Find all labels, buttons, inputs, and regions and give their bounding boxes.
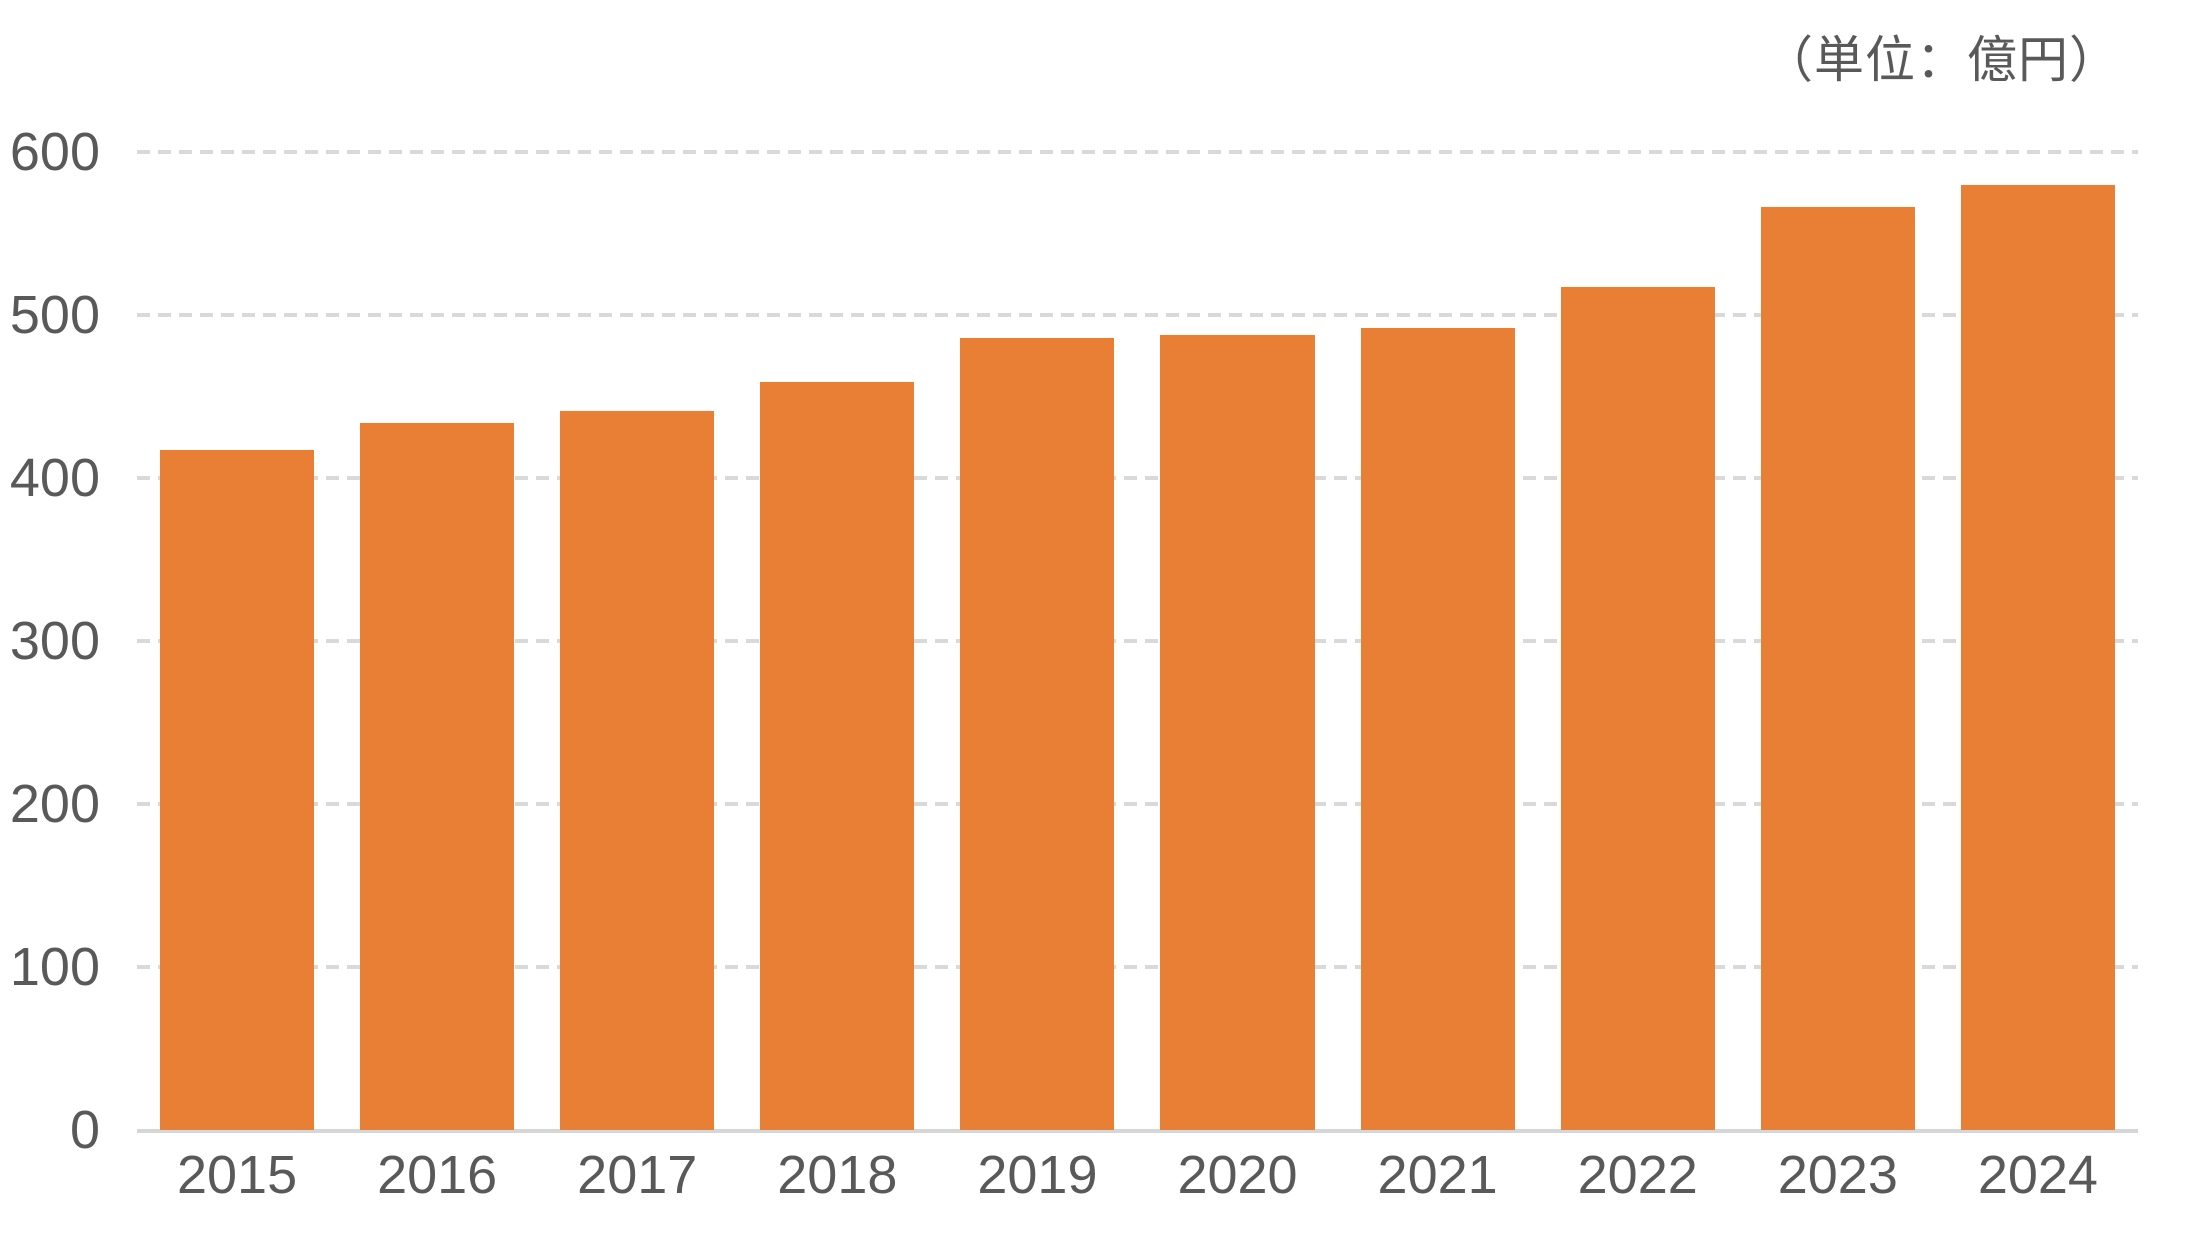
x-axis-label-2017: 2017 <box>577 1145 698 1205</box>
y-axis-label-600: 600 <box>9 122 100 182</box>
plot-area <box>137 150 2138 1133</box>
bar-2017 <box>560 411 715 1130</box>
gridline-100 <box>137 965 2138 970</box>
bar-slot-2019 <box>937 152 1137 1130</box>
unit-label: （単位：億円） <box>1763 32 2120 88</box>
y-axis-label-300: 300 <box>9 611 100 671</box>
bar-slot-2017 <box>537 152 737 1130</box>
bar-2020 <box>1160 334 1315 1130</box>
bar-slot-2020 <box>1137 152 1337 1130</box>
bar-slot-2023 <box>1738 152 1938 1130</box>
x-axis-label-2024: 2024 <box>1977 1145 2098 1205</box>
bar-2021 <box>1360 328 1515 1130</box>
bar-2023 <box>1760 207 1915 1130</box>
gridline-600 <box>137 150 2138 154</box>
x-axis-labels: 2015 2016 2017 2018 2019 2020 2021 2022 2023 2024 <box>137 1148 2138 1202</box>
bar-slot-2015 <box>137 152 337 1130</box>
gridline-400 <box>137 476 2138 481</box>
bars <box>137 152 2138 1130</box>
x-axis-label-2020: 2020 <box>1177 1145 1298 1205</box>
x-axis-label-2023: 2023 <box>1777 1145 1898 1205</box>
bar-2016 <box>360 422 515 1130</box>
bar-2022 <box>1560 287 1715 1130</box>
x-axis-line <box>137 1129 2138 1133</box>
x-axis-label-2022: 2022 <box>1577 1145 1698 1205</box>
y-axis-label-400: 400 <box>9 448 100 509</box>
x-axis-label-2021: 2021 <box>1377 1145 1498 1205</box>
x-axis-label-2016: 2016 <box>377 1145 498 1205</box>
gridline-300 <box>137 639 2138 643</box>
x-axis-label-2019: 2019 <box>977 1145 1098 1205</box>
gridline-200 <box>137 802 2138 807</box>
bar-2024 <box>1960 184 2115 1130</box>
y-axis-label-0: 0 <box>69 1100 100 1160</box>
bar-slot-2024 <box>1938 152 2138 1130</box>
bar-slot-2021 <box>1338 152 1538 1130</box>
gridline-500 <box>137 313 2138 317</box>
bar-2015 <box>160 450 315 1130</box>
x-axis-label-2018: 2018 <box>777 1145 898 1205</box>
y-axis-label-500: 500 <box>9 285 100 345</box>
y-axis-labels: 0 100 200 300 400 500 600 <box>0 125 100 1157</box>
bar-2019 <box>960 337 1115 1130</box>
bar-2018 <box>760 381 915 1130</box>
y-axis-label-100: 100 <box>9 937 100 998</box>
bar-slot-2022 <box>1538 152 1738 1130</box>
y-axis-label-200: 200 <box>9 774 100 835</box>
bar-slot-2016 <box>337 152 537 1130</box>
bar-slot-2018 <box>737 152 937 1130</box>
x-axis-label-2015: 2015 <box>176 1145 298 1205</box>
